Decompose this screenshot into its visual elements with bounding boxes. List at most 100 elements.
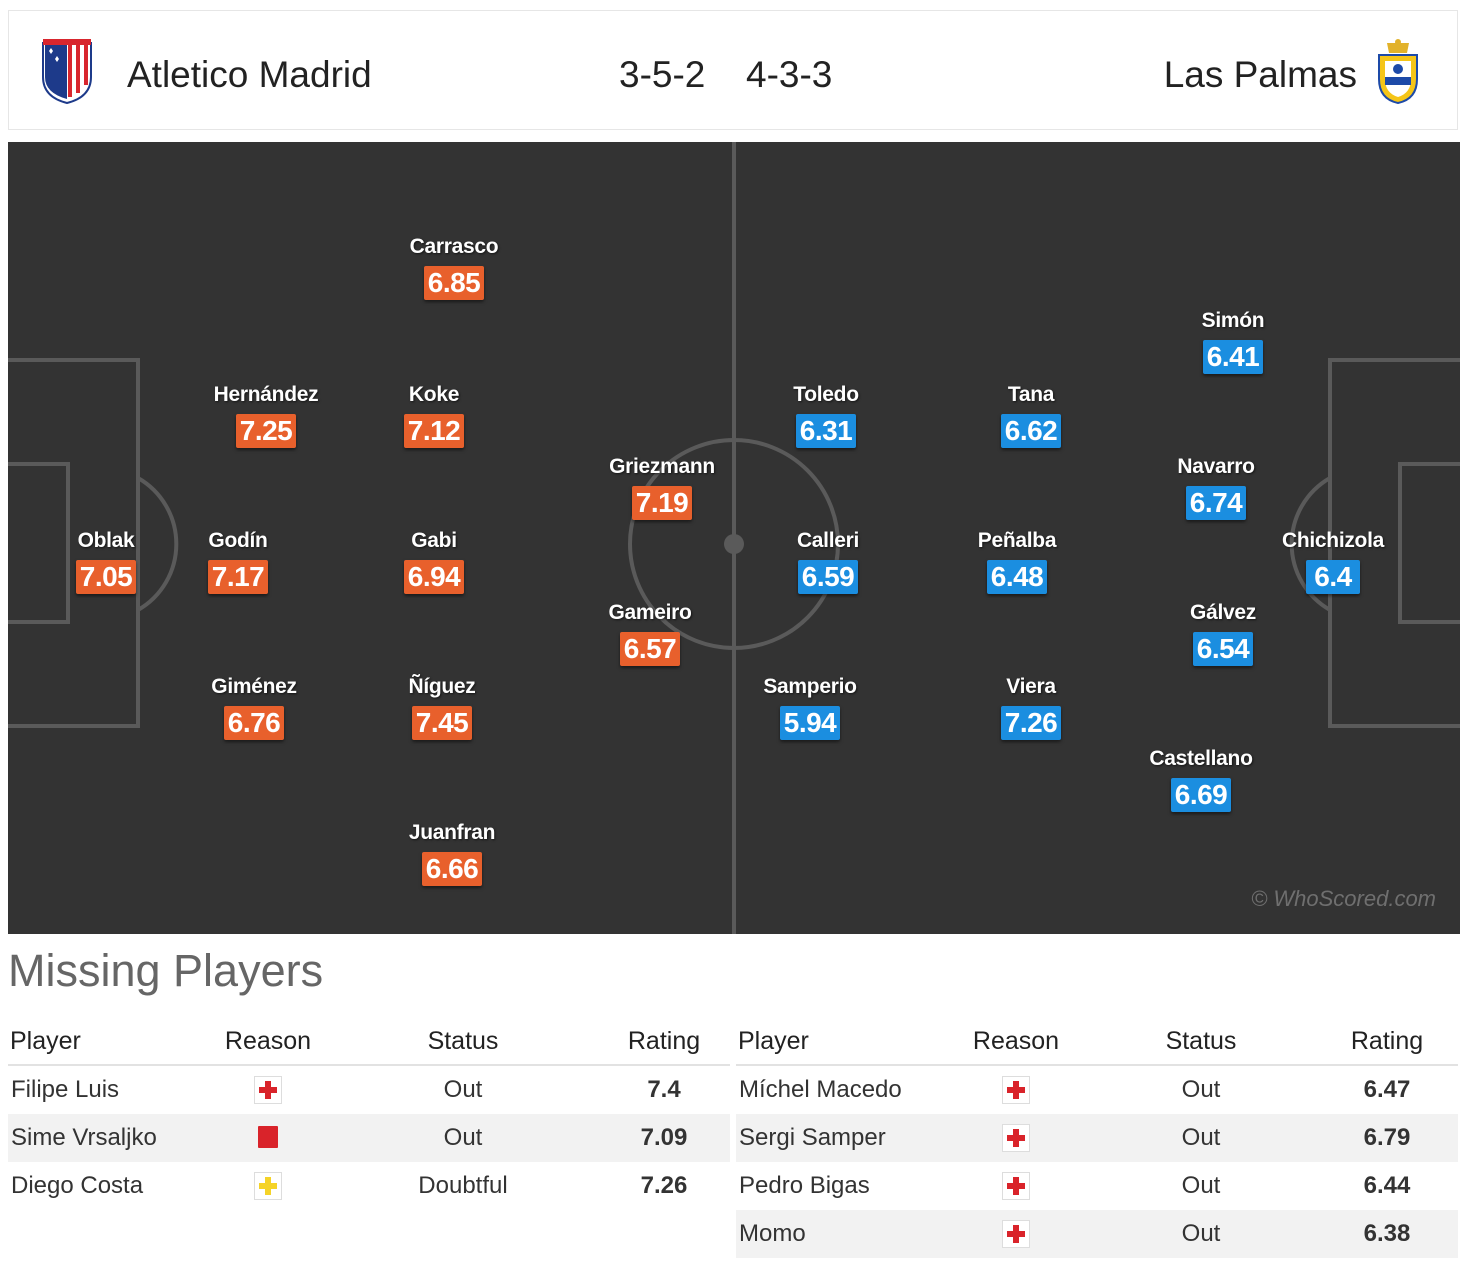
away-team-name[interactable]: Las Palmas (1163, 54, 1357, 95)
player-name: Hernández (213, 383, 319, 406)
missing-status: Out (1086, 1114, 1316, 1162)
player-rating: 6.76 (223, 706, 285, 740)
missing-rating: 6.44 (1363, 1172, 1411, 1199)
column-status[interactable]: Status (1086, 1018, 1316, 1066)
missing-player-name[interactable]: Momo (736, 1210, 946, 1258)
player-rating: 6.54 (1192, 632, 1254, 666)
player-gimenez[interactable]: Giménez 6.76 (174, 674, 334, 740)
player-simon[interactable]: Simón 6.41 (1153, 308, 1313, 374)
missing-player-name[interactable]: Pedro Bigas (739, 1172, 870, 1199)
player-calleri[interactable]: Calleri 6.59 (748, 528, 908, 594)
column-status[interactable]: Status (328, 1018, 598, 1066)
column-player[interactable]: Player (736, 1018, 946, 1066)
player-penalba[interactable]: Peñalba 6.48 (937, 528, 1097, 594)
pitch-markings (8, 142, 1460, 934)
player-name: Calleri (796, 529, 860, 552)
missing-rating: 7.26 (640, 1172, 688, 1199)
player-rating: 7.05 (75, 560, 137, 594)
column-reason[interactable]: Reason (208, 1018, 328, 1066)
player-rating: 6.69 (1170, 778, 1232, 812)
missing-status: Out (443, 1076, 483, 1103)
player-name: Gameiro (608, 601, 692, 624)
player-viera[interactable]: Viera 7.26 (951, 674, 1111, 740)
table-row: Momo Out 6.38 (736, 1210, 1458, 1258)
player-gameiro[interactable]: Gameiro 6.57 (570, 600, 730, 666)
missing-player-name[interactable]: Sime Vrsaljko (8, 1114, 208, 1162)
table-row: Sergi Samper Out 6.79 (736, 1114, 1458, 1162)
player-hernandez[interactable]: Hernández 7.25 (186, 382, 346, 448)
home-missing-table: Player Reason Status Rating Filipe Luis … (8, 1018, 730, 1210)
player-name: Gabi (411, 529, 457, 552)
player-rating: 6.57 (619, 632, 681, 666)
table-header-row: Player Reason Status Rating (8, 1018, 730, 1066)
injury-icon (1002, 1172, 1030, 1201)
player-toledo[interactable]: Toledo 6.31 (746, 382, 906, 448)
column-rating[interactable]: Rating (1316, 1018, 1458, 1066)
missing-rating: 7.4 (647, 1076, 681, 1103)
reason-cell (208, 1065, 328, 1114)
player-rating: 7.12 (403, 414, 465, 448)
injury-icon (254, 1076, 282, 1105)
player-navarro[interactable]: Navarro 6.74 (1136, 454, 1296, 520)
player-oblak[interactable]: Oblak 7.05 (26, 528, 186, 594)
reason-cell (946, 1210, 1086, 1258)
player-name: Gálvez (1190, 601, 1256, 624)
player-rating: 6.59 (797, 560, 859, 594)
player-juanfran[interactable]: Juanfran 6.66 (372, 820, 532, 886)
column-rating[interactable]: Rating (598, 1018, 730, 1066)
player-galvez[interactable]: Gálvez 6.54 (1143, 600, 1303, 666)
away-formation: 4-3-3 (746, 54, 833, 95)
player-name: Castellano (1149, 747, 1253, 770)
home-team-name[interactable]: Atletico Madrid (127, 54, 372, 95)
whoscored-watermark: © WhoScored.com (1251, 886, 1436, 911)
missing-status: Out (1181, 1076, 1221, 1103)
player-rating: 7.17 (207, 560, 269, 594)
player-godin[interactable]: Godín 7.17 (158, 528, 318, 594)
injury-icon (1002, 1220, 1030, 1249)
player-rating: 6.66 (421, 852, 483, 886)
player-name: Simón (1201, 309, 1265, 332)
missing-rating: 7.09 (598, 1114, 730, 1162)
table-row: Míchel Macedo Out 6.47 (736, 1065, 1458, 1114)
column-reason[interactable]: Reason (946, 1018, 1086, 1066)
player-name: Samperio (763, 675, 857, 698)
player-griezmann[interactable]: Griezmann 7.19 (582, 454, 742, 520)
match-header: Atletico Madrid 3-5-2 4-3-3 Las Palmas (8, 10, 1458, 130)
column-player[interactable]: Player (8, 1018, 208, 1066)
player-tana[interactable]: Tana 6.62 (951, 382, 1111, 448)
reason-cell (946, 1065, 1086, 1114)
doubtful-icon (254, 1172, 282, 1201)
player-name: Oblak (77, 529, 135, 552)
player-name: Griezmann (609, 455, 715, 478)
away-missing-table: Player Reason Status Rating Míchel Maced… (736, 1018, 1458, 1258)
missing-player-name[interactable]: Sergi Samper (736, 1114, 946, 1162)
player-rating: 7.45 (411, 706, 473, 740)
player-rating: 7.19 (631, 486, 693, 520)
player-rating: 7.26 (1000, 706, 1062, 740)
missing-status: Out (328, 1114, 598, 1162)
missing-player-name[interactable]: Míchel Macedo (739, 1076, 902, 1103)
player-rating: 6.94 (403, 560, 465, 594)
missing-player-name[interactable]: Filipe Luis (11, 1076, 120, 1103)
player-name: Toledo (793, 383, 859, 406)
player-samperio[interactable]: Samperio 5.94 (730, 674, 890, 740)
missing-players-title: Missing Players (8, 945, 324, 996)
player-gabi[interactable]: Gabi 6.94 (354, 528, 514, 594)
player-niguez[interactable]: Ñíguez 7.45 (362, 674, 522, 740)
player-name: Peñalba (977, 529, 1057, 552)
player-rating: 5.94 (779, 706, 841, 740)
player-rating: 6.74 (1185, 486, 1247, 520)
injury-icon (1002, 1124, 1030, 1153)
reason-cell (946, 1162, 1086, 1210)
player-name: Carrasco (409, 235, 499, 258)
player-carrasco[interactable]: Carrasco 6.85 (374, 234, 534, 300)
player-rating: 7.25 (235, 414, 297, 448)
player-castellano[interactable]: Castellano 6.69 (1121, 746, 1281, 812)
missing-player-name[interactable]: Diego Costa (11, 1172, 144, 1199)
player-koke[interactable]: Koke 7.12 (354, 382, 514, 448)
las-palmas-crest-icon (1378, 39, 1418, 105)
atletico-madrid-crest-icon (42, 39, 92, 105)
player-name: Tana (1007, 383, 1055, 406)
player-chichizola[interactable]: Chichizola 6.4 (1253, 528, 1413, 594)
table-row: Sime Vrsaljko Out 7.09 (8, 1114, 730, 1162)
